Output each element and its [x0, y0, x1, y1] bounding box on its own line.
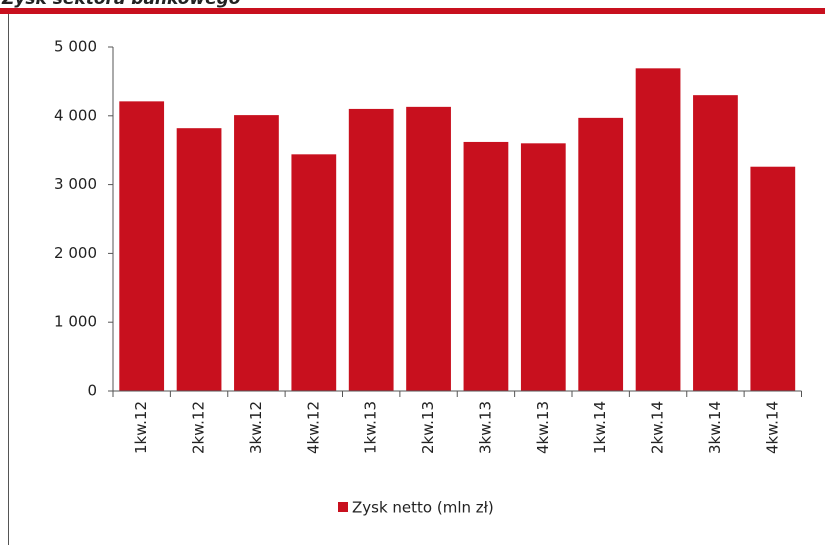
bar: [463, 141, 509, 391]
y-tick-label: 1 000: [54, 313, 97, 331]
y-tick-label: 0: [87, 382, 97, 400]
title-rule: [0, 8, 825, 14]
bar: [635, 68, 681, 391]
bar: [750, 166, 796, 391]
x-tick-label: 4kw.14: [763, 401, 781, 454]
x-tick-label: 3kw.12: [247, 401, 265, 454]
y-tick-label: 5 000: [54, 38, 97, 56]
x-tick-label: 2kw.14: [649, 401, 667, 454]
x-tick-label: 3kw.13: [476, 401, 494, 454]
x-tick-label: 4kw.12: [304, 401, 322, 454]
x-tick-label: 3kw.14: [706, 401, 724, 454]
x-tick-label: 1kw.13: [362, 401, 380, 454]
legend-label: Zysk netto (mln zł): [352, 499, 494, 517]
legend-swatch: [338, 502, 348, 512]
bar: [291, 154, 337, 391]
bar: [119, 101, 165, 392]
y-tick-label: 3 000: [54, 175, 97, 193]
x-tick-label: 1kw.12: [132, 401, 150, 454]
bar: [578, 117, 624, 391]
x-tick-label: 2kw.13: [419, 401, 437, 454]
x-tick-label: 4kw.13: [534, 401, 552, 454]
bar: [520, 143, 566, 391]
chart-title: Zysk sektora bankowego: [1, 0, 241, 9]
y-tick-label: 4 000: [54, 106, 97, 124]
bar: [176, 128, 222, 391]
bar: [693, 95, 738, 391]
x-tick-label: 2kw.12: [190, 401, 208, 454]
x-tick-label: 1kw.14: [591, 401, 609, 454]
bar: [348, 108, 394, 392]
bar: [234, 115, 279, 391]
bar: [406, 106, 451, 391]
y-tick-label: 2 000: [54, 244, 97, 262]
